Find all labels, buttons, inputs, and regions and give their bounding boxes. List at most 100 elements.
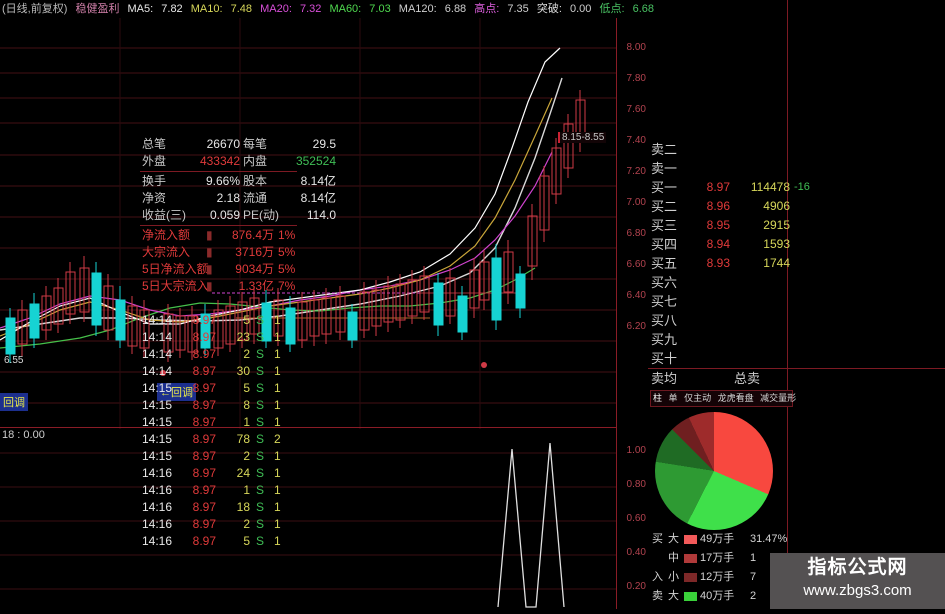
tick-side: S: [256, 313, 265, 327]
order-book-row[interactable]: 卖一: [648, 159, 793, 178]
flow-row: 5日大宗流入 ▮ 1.33亿 7%: [140, 278, 297, 295]
tick-count: 1: [274, 347, 281, 361]
tab-volume-shape[interactable]: 减交量形: [760, 393, 797, 403]
order-book-row[interactable]: 买三 8.95 2915: [648, 216, 793, 235]
tab-single[interactable]: 单: [668, 393, 678, 403]
quote-panel: 卖二 卖一 买一 8.97 114478 -16 买二 8.96 4906: [648, 0, 945, 609]
high-value: 7.35: [507, 3, 529, 15]
order-book-row[interactable]: 买八: [648, 311, 793, 330]
flow-key: 净流入额: [142, 228, 191, 242]
chart-header: (日线,前复权) 稳健盈利 MA5: 7.82 MA10: 7.48 MA20:…: [0, 0, 945, 18]
tick-row[interactable]: 14:14 8.97 30 S 1: [140, 363, 297, 380]
ob-level-label: 买九: [651, 332, 678, 347]
ma20-value: 7.32: [299, 3, 322, 15]
order-book-row[interactable]: 买五 8.93 1744: [648, 254, 793, 273]
tick-volume: 18: [236, 500, 250, 514]
tick-count: 1: [274, 500, 281, 514]
ma120-label: MA120:: [398, 3, 437, 15]
price-tick: 7.20: [626, 166, 646, 177]
tick-row[interactable]: 14:15 8.97 5 S 1: [140, 380, 297, 397]
tick-volume: 30: [236, 364, 250, 378]
ob-level-label: 卖一: [651, 161, 678, 176]
price-tick: 7.80: [626, 73, 646, 84]
tick-row[interactable]: 14:16 8.97 5 S 1: [140, 533, 297, 550]
tick-price: 8.97: [192, 364, 216, 378]
order-book-row[interactable]: 卖二: [648, 140, 793, 159]
order-book-row[interactable]: 买四 8.94 1593: [648, 235, 793, 254]
volume-chart-canvas: [0, 442, 616, 608]
order-book-row[interactable]: 买九: [648, 330, 793, 349]
stat-key-2: 股本: [243, 174, 268, 188]
volume-tick: 0.40: [626, 547, 646, 558]
tick-volume: 8: [243, 398, 250, 412]
flow-key: 5日净流入额: [142, 262, 209, 276]
order-book-row[interactable]: 买一 8.97 114478 -16: [648, 178, 810, 197]
price-chart[interactable]: 8.15-8.55 6.55 回调 ←回调: [0, 18, 616, 429]
tick-count: 2: [274, 432, 281, 446]
legend-amount: 12万手: [700, 571, 735, 583]
ma10-value: 7.48: [230, 3, 253, 15]
flow-key: 5日大宗流入: [142, 279, 209, 293]
ob-price: 8.97: [706, 180, 730, 194]
order-book-row[interactable]: 买六: [648, 273, 793, 292]
tick-time: 14:15: [142, 449, 173, 463]
statistics-panel: 总笔 26670 每笔 29.5 外盘 433342 内盘 352524 换手 …: [140, 136, 336, 308]
tab-bar[interactable]: 柱: [653, 393, 663, 403]
flow-row: 净流入额 ▮ 876.4万 1%: [140, 227, 297, 244]
tick-row[interactable]: 14:16 8.97 2 S 1: [140, 516, 297, 533]
breakout-value: 0.00: [569, 3, 592, 15]
legend-percent: 1: [750, 552, 757, 564]
volume-chart[interactable]: 18 : 0.00: [0, 429, 616, 609]
tick-list[interactable]: 14:14 8.97 5 S 1 14:14 8.97 23 S 1 14:14 8.97 2 S 1 14:…: [140, 312, 297, 609]
tick-row[interactable]: 14:16 8.97 24 S 1: [140, 465, 297, 482]
tick-row[interactable]: 14:15 8.97 1 S 1: [140, 414, 297, 431]
flow-row: 大宗流入 ▮ 3716万 5%: [140, 244, 297, 261]
tick-time: 14:15: [142, 415, 173, 429]
flow-percent: 7%: [278, 279, 296, 293]
tick-row[interactable]: 14:14 8.97 23 S 1: [140, 329, 297, 346]
tab-dragon-tiger[interactable]: 龙虎看盘: [717, 393, 754, 403]
ma120-value: 6.88: [444, 3, 467, 15]
tick-time: 14:16: [142, 483, 173, 497]
tick-time: 14:16: [142, 517, 173, 531]
tick-row[interactable]: 14:16 8.97 18 S 1: [140, 499, 297, 516]
tick-side: S: [256, 449, 265, 463]
tick-side: S: [256, 432, 265, 446]
tick-volume: 2: [243, 517, 250, 531]
legend-size: 中: [668, 552, 679, 564]
ma20-label: MA20:: [260, 3, 292, 15]
ob-level-label: 买八: [651, 313, 678, 328]
order-book-tabs[interactable]: 柱 单 仅主动 龙虎看盘 减交量形: [650, 390, 796, 407]
tick-row[interactable]: 14:15 8.97 8 S 1: [140, 397, 297, 414]
price-tick: 7.00: [626, 197, 646, 208]
tick-time: 14:15: [142, 381, 173, 395]
tick-time: 14:15: [142, 432, 173, 446]
tick-row[interactable]: 14:16 8.97 1 S 1: [140, 482, 297, 499]
tick-time: 14:15: [142, 398, 173, 412]
order-book[interactable]: 卖二 卖一 买一 8.97 114478 -16 买二 8.96 4906: [648, 140, 945, 405]
legend-swatch-icon: [684, 573, 697, 582]
tick-row[interactable]: 14:15 8.97 78 S 2: [140, 431, 297, 448]
order-book-row[interactable]: 买十: [648, 349, 793, 368]
tick-row[interactable]: 14:14 8.97 5 S 1: [140, 312, 297, 329]
ob-volume: 1593: [763, 237, 790, 251]
tick-side: S: [256, 364, 265, 378]
tick-row[interactable]: 14:14 8.97 2 S 1: [140, 346, 297, 363]
header-indicator[interactable]: 稳健盈利: [75, 3, 120, 15]
stat-value: 433342: [199, 154, 240, 168]
flow-percent: 1%: [278, 228, 296, 242]
tick-row[interactable]: 14:15 8.97 2 S 1: [140, 448, 297, 465]
ob-level-label: 买六: [651, 275, 678, 290]
order-book-row[interactable]: 买二 8.96 4906: [648, 197, 793, 216]
tick-volume: 1: [243, 483, 250, 497]
tick-price: 8.97: [192, 449, 216, 463]
ob-volume: 2915: [763, 218, 790, 232]
tick-volume: 23: [236, 330, 250, 344]
ma10-label: MA10:: [190, 3, 223, 15]
tab-active-only[interactable]: 仅主动: [684, 393, 712, 403]
time-axis-label: 18 : 0.00: [2, 429, 45, 441]
ob-level-label: 买二: [651, 199, 678, 214]
tick-count: 1: [274, 330, 281, 344]
order-book-row[interactable]: 买七: [648, 292, 793, 311]
ob-delta: -16: [794, 181, 810, 193]
